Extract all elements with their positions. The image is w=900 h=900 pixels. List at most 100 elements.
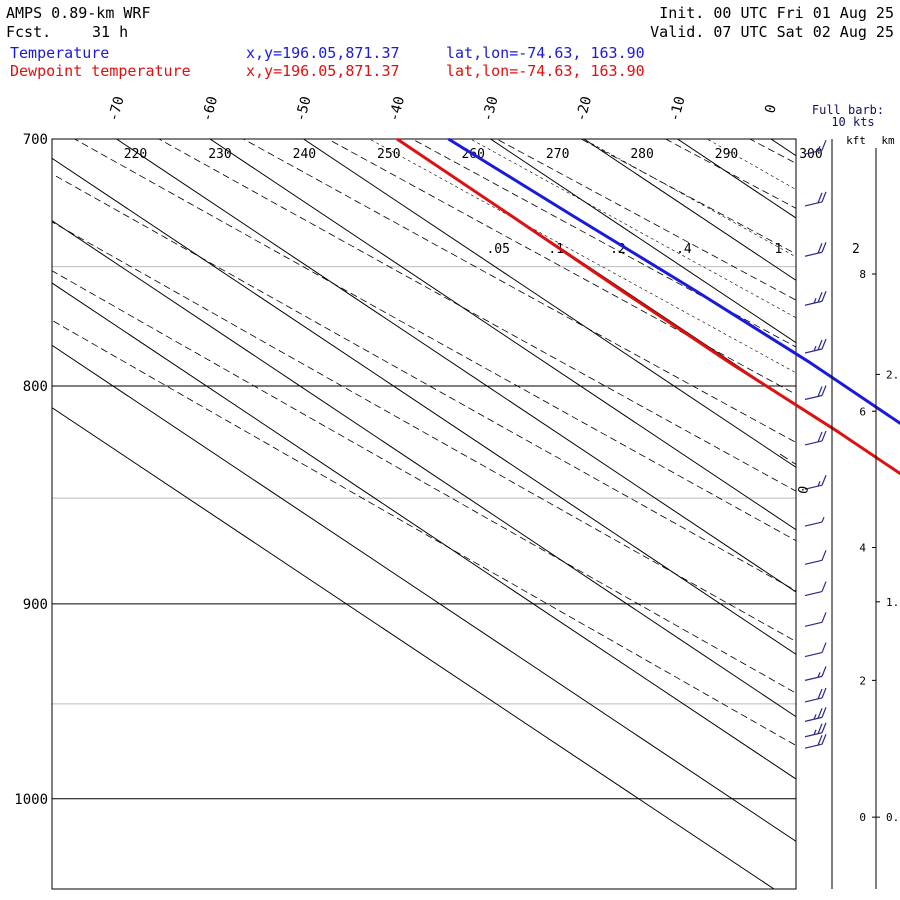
mixing-ratio-label: 1 <box>774 242 782 257</box>
mixing-ratio-label: .05 <box>486 242 509 257</box>
wind-barbs <box>804 139 827 749</box>
dry-adiabat-line <box>52 173 796 592</box>
forecast-label: Fcst. <box>6 23 52 41</box>
wind-barb-flag <box>821 642 827 653</box>
wind-barb-shaft <box>804 484 823 490</box>
isotherm-label: -70 <box>106 95 128 124</box>
isotherm-line <box>770 139 796 157</box>
mixing-ratio-label: .4 <box>676 242 692 257</box>
wind-barb-shaft <box>804 149 823 155</box>
wind-barb-flag <box>821 581 827 592</box>
barb-note-speed: 10 kts <box>831 115 874 129</box>
temperature-profile-point <box>447 138 450 140</box>
wind-barb-shaft <box>804 716 823 722</box>
wind-barb-shaft <box>804 440 823 446</box>
mixing-ratio-line <box>779 453 796 465</box>
isotherm-label: -20 <box>573 95 595 124</box>
wind-barb-flag <box>817 431 823 443</box>
mixing-ratio-label: .1 <box>548 242 564 257</box>
isotherm-line <box>52 407 775 889</box>
kft-tick-label: 4 <box>859 542 866 555</box>
wind-barb-flag <box>821 550 827 561</box>
wind-barb-shaft <box>804 621 823 627</box>
isotherm-line <box>116 139 796 593</box>
dry-adiabat-line <box>628 30 900 889</box>
wind-barb-flag <box>821 139 827 151</box>
km-tick-label: 2. <box>886 368 899 381</box>
km-label: km <box>881 134 895 147</box>
dewpoint-profile-point <box>396 138 398 140</box>
dry-adiabat-line <box>52 221 796 642</box>
valid-time: Valid. 07 UTC Sat 02 Aug 25 <box>650 23 894 41</box>
plot-frame <box>51 138 797 890</box>
wind-barb-flag <box>821 722 827 733</box>
wind-barb-shaft <box>804 697 823 703</box>
isotherm-line <box>209 139 796 531</box>
wind-barb-shaft <box>804 732 823 738</box>
dry-adiabat-label: 290 <box>715 147 738 162</box>
dry-adiabat-label: 250 <box>377 147 400 162</box>
wind-barb-shaft <box>804 251 823 257</box>
wind-barb-shaft <box>804 651 823 658</box>
wind-barb-flag <box>817 688 823 700</box>
temperature-profile-point <box>809 362 811 364</box>
wind-barb-flag <box>817 386 823 397</box>
isotherm-label: -60 <box>199 95 221 124</box>
temperature-profile-point <box>573 216 575 218</box>
dry-adiabat-label: 280 <box>630 147 653 162</box>
wind-barb-half <box>813 345 817 352</box>
wind-barb-half <box>817 672 821 678</box>
isotherm-label: -40 <box>386 95 408 124</box>
wind-barb-half <box>813 729 817 735</box>
km-tick-label: 1. <box>886 596 899 609</box>
isotherm-line <box>52 220 796 718</box>
kft-tick-label: 2 <box>859 674 866 687</box>
wind-barb-shaft <box>804 675 823 681</box>
wind-barb-flag <box>821 191 827 203</box>
moist-adiabat-line <box>469 139 796 319</box>
dewpoint-profile-point <box>511 216 514 218</box>
pressure-tick-label: 700 <box>23 132 48 148</box>
dry-adiabat-label: 270 <box>546 147 569 162</box>
dewpoint-profile-point <box>837 431 839 433</box>
wind-barb-flag <box>817 339 823 351</box>
pressure-tick-label: 800 <box>23 379 48 395</box>
dry-adiabat-line <box>73 139 796 542</box>
wind-barb-shaft <box>804 743 823 749</box>
wind-barb-flag <box>817 292 823 303</box>
wind-barb-shaft <box>804 201 823 207</box>
kft-tick-label: 6 <box>859 405 866 418</box>
dewpoint-latlon: lat,lon=-74.63, 163.90 <box>446 62 645 80</box>
isotherm-line <box>52 344 796 842</box>
wind-barb-shaft <box>804 300 823 306</box>
isotherm-label: -50 <box>293 95 315 124</box>
dry-adiabat-line <box>52 319 796 746</box>
wind-barb-flag <box>821 430 827 442</box>
isotherm-label: -10 <box>667 95 689 124</box>
wind-barb-flag <box>821 291 827 302</box>
dewpoint-xy: x,y=196.05,871.37 <box>246 62 400 80</box>
calm-wind-label: 0 <box>796 485 812 495</box>
isotherm-label: 0 <box>762 103 780 115</box>
wind-barb-shaft <box>804 559 823 565</box>
wind-barb-flag <box>817 723 823 734</box>
wind-barb-half <box>817 145 821 152</box>
isotherm-line <box>303 139 796 468</box>
wind-barb-flag <box>821 475 827 486</box>
init-time: Init. 00 UTC Fri 01 Aug 25 <box>659 4 894 22</box>
pressure-tick-label: 1000 <box>14 792 48 808</box>
moist-adiabat-line <box>368 139 796 374</box>
isotherm-line <box>52 157 796 655</box>
dewpoint-profile-line <box>396 137 900 476</box>
isotherm-line <box>865 139 900 889</box>
isotherm-line <box>677 139 796 219</box>
dry-adiabat-line <box>580 139 796 255</box>
dry-adiabat-label: 240 <box>293 147 316 162</box>
isotherm-line <box>490 139 796 344</box>
legend-temperature: Temperature <box>10 44 110 62</box>
wind-barb-flag <box>817 192 823 204</box>
pressure-tick-label: 900 <box>23 597 48 613</box>
dry-adiabat-line <box>664 139 796 209</box>
dewpoint-profile-point <box>729 362 731 364</box>
